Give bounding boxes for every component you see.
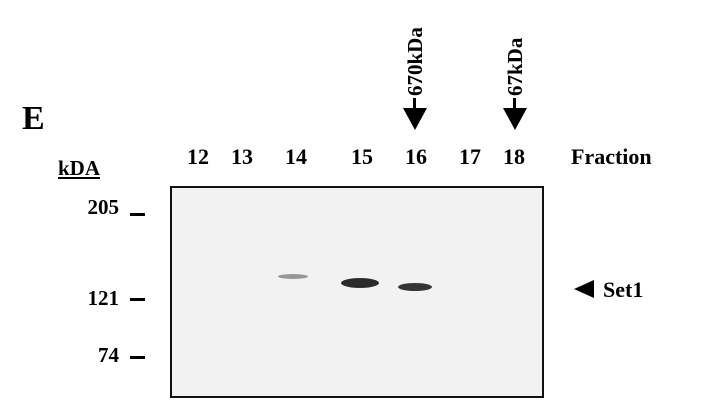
mw-tick bbox=[130, 356, 145, 359]
marker-label-67kda: 67kDa bbox=[503, 37, 527, 96]
panel-letter: E bbox=[22, 100, 45, 137]
mw-tick bbox=[130, 298, 145, 301]
band-lane-15 bbox=[341, 278, 379, 288]
mw-marker-label: 121 bbox=[87, 286, 120, 310]
down-arrow-icon bbox=[403, 108, 427, 130]
marker-label-670kda: 670kDa bbox=[403, 27, 427, 96]
mw-tick bbox=[130, 213, 145, 216]
down-arrow-icon bbox=[503, 108, 527, 130]
marker-arrow-stem-670kda bbox=[413, 98, 416, 112]
band-lane-16 bbox=[398, 283, 432, 291]
band-label-set1: Set1 bbox=[603, 277, 644, 302]
lane-number: 13 bbox=[231, 144, 253, 169]
lane-number: 12 bbox=[187, 144, 209, 169]
lane-number: 14 bbox=[285, 144, 307, 169]
left-arrow-icon bbox=[574, 280, 594, 298]
lane-number: 15 bbox=[351, 144, 373, 169]
mw-unit-label: kDA bbox=[58, 156, 101, 180]
western-blot-image bbox=[170, 186, 544, 398]
marker-arrow-stem-67kda bbox=[513, 98, 516, 112]
fraction-label: Fraction bbox=[571, 144, 652, 169]
mw-marker-label: 74 bbox=[98, 343, 119, 367]
band-lane-14 bbox=[278, 274, 308, 279]
lane-number: 17 bbox=[459, 144, 481, 169]
lane-number: 18 bbox=[503, 144, 525, 169]
lane-number: 16 bbox=[405, 144, 427, 169]
mw-marker-label: 205 bbox=[87, 195, 120, 219]
